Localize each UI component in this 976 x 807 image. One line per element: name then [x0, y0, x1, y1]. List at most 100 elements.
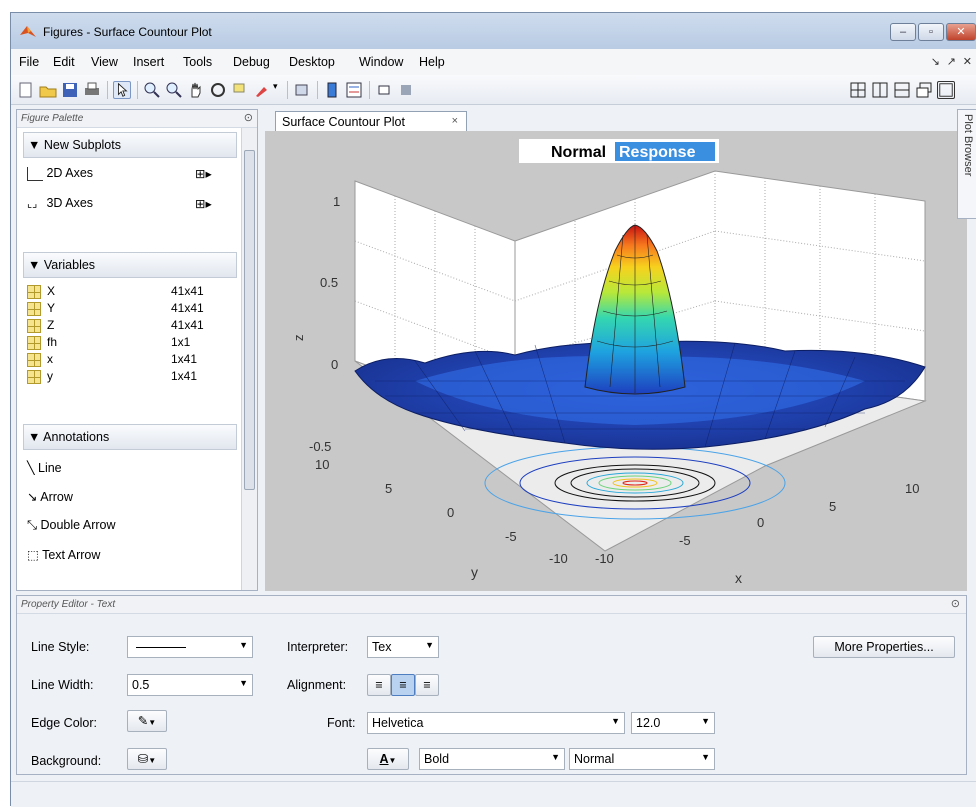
palette-scrollbar[interactable]	[241, 128, 257, 590]
font-angle-select[interactable]: Normal ▼	[569, 748, 715, 770]
menu-tools[interactable]: Tools	[183, 55, 213, 69]
open-file-icon[interactable]	[39, 81, 57, 99]
data-cursor-icon[interactable]	[231, 81, 249, 99]
align-right-button[interactable]: ≡	[415, 674, 439, 696]
menu-help[interactable]: Help	[419, 55, 445, 69]
annotation-text-arrow[interactable]: ⬚ Text Arrow	[27, 547, 100, 562]
print-icon[interactable]	[83, 81, 101, 99]
status-bar	[11, 781, 976, 807]
plot-browser-label: Plot Browser	[962, 114, 974, 177]
menu-debug[interactable]: Debug	[233, 55, 270, 69]
maximize-button[interactable]: ▫	[918, 23, 944, 41]
insert-colorbar-icon[interactable]	[323, 81, 341, 99]
window-title: Figures - Surface Countour Plot	[43, 25, 212, 39]
edit-plot-arrow-icon[interactable]	[113, 81, 131, 99]
annotation-arrow[interactable]: ↘ Arrow	[27, 489, 73, 504]
edge-color-button[interactable]: ✎▼	[127, 710, 167, 732]
menu-view[interactable]: View	[91, 55, 118, 69]
chevron-down-icon: ▼	[239, 678, 248, 688]
interpreter-label: Interpreter:	[287, 640, 349, 654]
menu-insert[interactable]: Insert	[133, 55, 165, 69]
pan-hand-icon[interactable]	[187, 81, 205, 99]
variable-row[interactable]: y 1x41	[27, 369, 227, 385]
menu-desktop[interactable]: Desktop	[289, 55, 335, 69]
brush-icon[interactable]	[253, 81, 271, 99]
variable-row[interactable]: Z 41x41	[27, 318, 227, 334]
zoom-in-icon[interactable]	[143, 81, 161, 99]
menu-edit[interactable]: Edit	[53, 55, 75, 69]
z-axis-label[interactable]: z	[291, 335, 306, 342]
y-axis-label[interactable]: y	[471, 564, 478, 580]
toolbar-separator	[317, 81, 318, 99]
section-annotations[interactable]: ▼ Annotations	[23, 424, 237, 450]
font-name-select[interactable]: Helvetica ▼	[367, 712, 625, 734]
maximize-figure-icon[interactable]	[937, 81, 955, 99]
chevron-down-icon: ▼	[701, 752, 710, 762]
chevron-down-icon: ▼	[239, 640, 248, 650]
line-style-select[interactable]: ▼	[127, 636, 253, 658]
rotate-3d-icon[interactable]	[209, 81, 227, 99]
z-tick-label: -0.5	[309, 439, 331, 454]
zoom-out-icon[interactable]	[165, 81, 183, 99]
surface-plot[interactable]: Normal Response	[265, 131, 967, 591]
section-new-subplots[interactable]: ▼ New Subplots	[23, 132, 237, 158]
subplot-grid-icon[interactable]: ⊞▸	[195, 197, 212, 211]
tab-close-icon[interactable]: ×	[451, 115, 458, 127]
property-editor-header: Property Editor - Text ⊙	[17, 596, 966, 614]
section-variables[interactable]: ▼ Variables	[23, 252, 237, 278]
annotation-line[interactable]: ╲ Line	[27, 460, 62, 475]
variable-row[interactable]: x 1x41	[27, 352, 227, 368]
font-size-select[interactable]: 12.0 ▼	[631, 712, 715, 734]
property-editor-menu-icon[interactable]: ⊙	[950, 598, 960, 610]
hide-plot-tools-icon[interactable]	[375, 81, 393, 99]
menu-window[interactable]: Window	[359, 55, 404, 69]
link-plot-icon[interactable]	[293, 81, 311, 99]
new-figure-icon[interactable]	[17, 81, 35, 99]
plot-title-normal[interactable]: Normal	[551, 144, 606, 161]
variable-row[interactable]: Y 41x41	[27, 301, 227, 317]
palette-scroll-thumb[interactable]	[244, 150, 255, 490]
plot-browser-tab[interactable]: Plot Browser	[957, 109, 976, 219]
tile-columns-icon[interactable]	[871, 81, 889, 99]
arrow-icon: ↘	[27, 490, 41, 504]
subplot-grid-icon[interactable]: ⊞▸	[195, 167, 212, 181]
figure-canvas[interactable]: Surface Countour Plot ×	[265, 109, 967, 591]
brush-dropdown-icon[interactable]: ▾	[273, 81, 278, 91]
menu-file[interactable]: File	[19, 55, 40, 69]
align-center-button[interactable]: ≡	[391, 674, 415, 696]
more-properties-button[interactable]: More Properties...	[813, 636, 955, 658]
line-icon: ╲	[27, 461, 38, 475]
close-button[interactable]: ✕	[946, 23, 976, 41]
dock-icon[interactable]: ↗	[946, 56, 956, 68]
align-left-button[interactable]: ≡	[367, 674, 391, 696]
interpreter-select[interactable]: Tex ▼	[367, 636, 439, 658]
add-2d-axes[interactable]: 2D Axes ⊞▸	[27, 166, 227, 181]
title-bar[interactable]: Figures - Surface Countour Plot – ▫ ✕	[11, 13, 976, 49]
plot-title-response[interactable]: Response	[619, 144, 696, 161]
tab-surface-countour-plot[interactable]: Surface Countour Plot ×	[275, 111, 467, 131]
font-color-button[interactable]: A▼	[367, 748, 409, 770]
insert-legend-icon[interactable]	[345, 81, 363, 99]
float-window-icon[interactable]	[915, 81, 933, 99]
show-plot-tools-icon[interactable]	[397, 81, 415, 99]
variable-row[interactable]: fh 1x1	[27, 335, 227, 351]
font-weight-select[interactable]: Bold ▼	[419, 748, 565, 770]
add-3d-axes[interactable]: ⌞⌟ 3D Axes ⊞▸	[27, 196, 227, 211]
save-icon[interactable]	[61, 81, 79, 99]
variable-grid-icon	[27, 370, 41, 384]
background-label: Background:	[31, 754, 102, 768]
line-width-select[interactable]: 0.5 ▼	[127, 674, 253, 696]
close-figure-icon[interactable]: ✕	[962, 56, 972, 68]
background-color-button[interactable]: ⛁▼	[127, 748, 167, 770]
variable-row[interactable]: X 41x41	[27, 284, 227, 300]
annotation-double-arrow[interactable]: ⤡ Double Arrow	[27, 518, 116, 533]
tile-rows-icon[interactable]	[893, 81, 911, 99]
variable-name: X	[47, 284, 56, 298]
minimize-button[interactable]: –	[890, 23, 916, 41]
x-axis-label[interactable]: x	[735, 570, 742, 586]
tile-grid-icon[interactable]	[849, 81, 867, 99]
undock-icon[interactable]: ↘	[930, 56, 940, 68]
alignment-label: Alignment:	[287, 678, 347, 692]
toolbar-separator	[107, 81, 108, 99]
palette-menu-icon[interactable]: ⊙	[243, 112, 253, 124]
